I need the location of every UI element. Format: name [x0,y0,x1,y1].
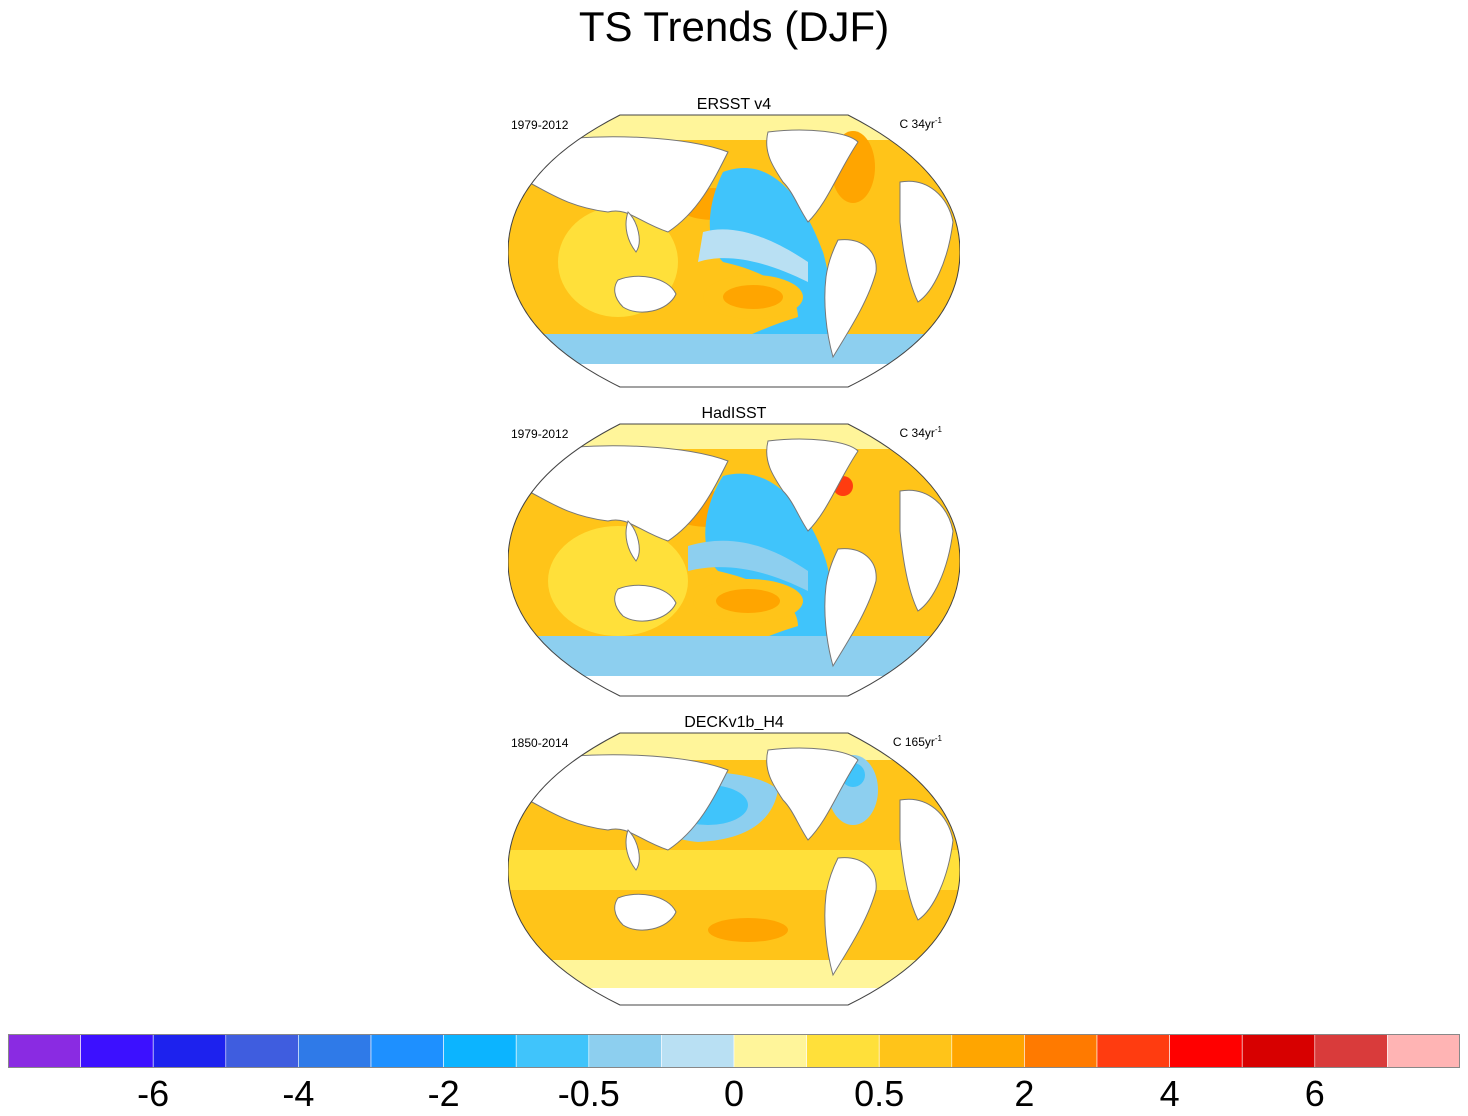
india [625,520,640,562]
south-warm-core [708,918,788,942]
colorbar-tick-label: 4 [1159,1073,1180,1114]
colorbar-swatch [1024,1034,1098,1068]
colorbar-swatch [733,1034,807,1068]
colorbar-tick-label: -4 [282,1073,315,1114]
australia [614,893,677,931]
colorbar-swatch [951,1034,1025,1068]
south-america [824,857,877,977]
colorbar-tick-label: 0 [723,1073,745,1114]
colorbar-tick-label: -0.5 [557,1073,620,1114]
africa [899,798,954,921]
colorbar-swatch [1387,1034,1460,1068]
panel-3-units: C 165yr-1 [892,734,942,749]
pacific-warm-core [723,285,783,309]
colorbar-swatch [8,1034,81,1068]
panel-1-title: ERSST v4 [696,96,772,113]
colorbar-tick-label: -6 [137,1073,170,1114]
antarctic [508,988,960,1005]
antarctic [508,364,960,387]
map-deckv1b [508,732,960,1006]
south-america [824,239,877,359]
colorbar-swatch [1169,1034,1243,1068]
colorbar-swatch [1241,1034,1316,1068]
colorbar-tick-label: 0.5 [854,1073,905,1114]
south-america [824,548,877,668]
panel-1-period: 1979-2012 [511,118,569,132]
colorbar-swatch [1314,1034,1388,1068]
india [625,829,640,871]
panel-2-title: HadISST [701,405,767,422]
colorbar-tick-label: 2 [1014,1073,1035,1114]
antarctic [508,676,960,696]
colorbar-swatch [225,1034,299,1068]
panel-3-period: 1850-2014 [511,736,569,750]
pacific-warm-core [716,589,780,613]
tropic-band [508,850,960,890]
colorbar-swatch [443,1034,517,1068]
eurasia [527,754,729,851]
colorbar-swatch [152,1034,227,1068]
colorbar [8,1034,1460,1068]
colorbar-tick-label: -2 [427,1073,460,1114]
colorbar-tick-labels: -6 -4 -2 -0.5 0 0.5 2 4 6 [8,1070,1460,1116]
panel-1-units: C 34yr-1 [899,116,942,131]
colorbar-swatch [588,1034,662,1068]
pacific-cool-edge [688,540,808,591]
colorbar-swatch [370,1034,444,1068]
colorbar-swatch [661,1034,735,1068]
colorbar-swatch [80,1034,154,1068]
southern-cool [508,334,960,364]
north-america [766,747,859,841]
arctic-band [508,733,960,760]
warm-tropic [548,526,688,636]
pacific-cool [704,168,831,382]
colorbar-swatch [878,1034,953,1068]
colorbar-swatch [298,1034,372,1068]
india [625,211,640,253]
southern-cool [508,636,960,676]
australia [614,275,677,313]
australia [614,584,677,622]
colorbar-outline [8,1034,1460,1068]
panel-2-period: 1979-2012 [511,427,569,441]
eurasia [527,445,729,542]
eurasia [527,136,729,233]
north-america [766,129,859,223]
colorbar-tick-label: 6 [1304,1073,1325,1114]
colorbar-swatch [515,1034,590,1068]
africa [899,489,954,612]
north-america [766,438,859,532]
panel-2-units: C 34yr-1 [899,425,942,440]
figure-title: TS Trends (DJF) [578,3,890,50]
map-hadisst [508,423,960,697]
colorbar-swatch [1096,1034,1170,1068]
colorbar-swatch [806,1034,880,1068]
arctic-band [508,424,960,449]
panel-3-title: DECKv1b_H4 [684,714,784,731]
arctic-band [508,115,960,140]
africa [899,180,954,303]
map-ersst [508,114,960,388]
pacific-cool-edge [698,229,808,282]
